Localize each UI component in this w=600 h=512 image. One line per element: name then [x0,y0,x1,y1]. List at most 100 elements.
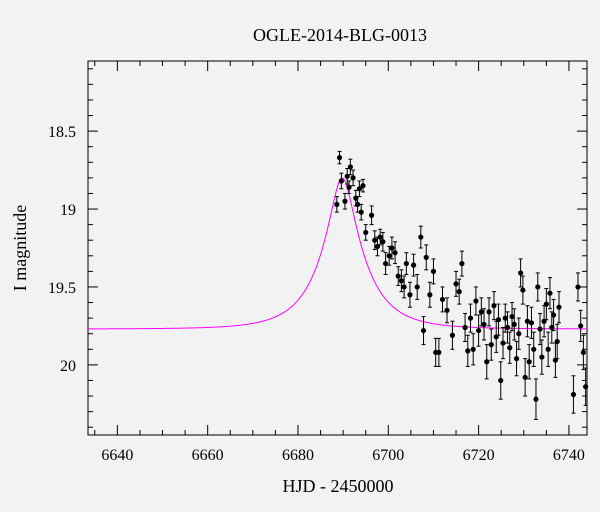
data-point [491,291,497,321]
point-marker [509,313,515,320]
point-marker [334,201,340,207]
x-tick-label: 6740 [553,447,585,464]
x-tick-label: 6700 [372,447,404,464]
data-point [516,317,522,350]
y-tick-label: 19.5 [48,280,76,297]
y-axis-label: I magnitude [10,205,30,291]
point-marker [420,327,427,334]
point-marker [414,284,420,290]
data-point [535,272,541,302]
point-marker [423,254,429,260]
data-point [520,275,526,305]
data-point [439,286,446,313]
point-marker [467,315,474,321]
point-marker [522,374,528,380]
point-marker [380,239,386,245]
point-marker [554,338,560,345]
data-point [488,328,494,361]
data-point [470,333,476,366]
data-point [403,252,409,275]
point-marker [520,287,526,293]
data-point [545,331,551,367]
y-tick-label: 19 [60,202,76,219]
point-marker [436,349,442,356]
data-point [401,275,407,299]
data-point [518,258,524,288]
point-marker [526,359,532,365]
data-point [350,169,356,187]
data-point [580,334,586,371]
data-point [363,224,369,241]
point-marker [449,332,456,338]
point-marker [444,307,450,313]
data-point [511,308,517,341]
point-marker [363,229,369,236]
data-point [509,302,515,332]
data-point [462,312,468,342]
data-point [342,192,348,210]
data-point [423,244,429,271]
model-curve [88,177,587,330]
data-point [427,281,433,308]
data-point [524,305,530,338]
point-marker [486,309,492,315]
data-point [500,326,506,360]
data-point [358,203,364,221]
x-axis-label: HJD - 2450000 [283,476,394,496]
data-point [570,375,577,414]
data-point [436,337,442,367]
point-marker [338,178,344,184]
data-point [338,172,344,190]
point-marker [395,273,401,279]
point-marker [484,359,490,365]
data-point [410,253,417,277]
data-point [467,303,474,333]
data-point [481,308,487,341]
point-marker [465,348,471,354]
data-point [507,331,513,364]
point-marker [407,292,413,298]
data-point [522,358,528,397]
data-point [556,291,562,324]
data-point [473,286,479,316]
point-marker [524,318,530,324]
point-marker [368,212,375,218]
point-marker [518,270,524,276]
y-tick-label: 20 [60,358,76,375]
point-marker [547,290,553,296]
point-marker [358,209,364,215]
data-point [346,180,352,194]
point-marker [495,317,502,323]
data-point [547,277,553,310]
data-point [465,334,471,367]
point-marker [580,349,586,356]
data-point [449,320,456,350]
point-marker [556,304,562,310]
data-point [526,344,532,380]
point-marker [453,281,459,287]
point-marker [578,323,584,329]
x-tick-label: 6660 [192,447,224,464]
data-point [392,241,398,265]
point-marker [531,346,537,352]
chart-title: OGLE-2014-BLG-0013 [253,25,427,45]
data-point [513,341,520,377]
point-marker [504,324,511,331]
point-marker [539,354,545,360]
point-marker [550,312,557,318]
point-marker [360,183,366,189]
data-point [476,314,482,347]
data-point [537,312,543,346]
data-point [486,297,492,327]
point-marker [498,377,504,384]
point-marker [481,321,487,327]
point-marker [430,268,437,274]
data-point [336,150,343,165]
point-marker [507,345,513,351]
point-marker [570,391,577,398]
point-marker [491,303,497,309]
data-point [528,306,535,339]
data-point [575,272,581,302]
data-point [368,205,375,226]
